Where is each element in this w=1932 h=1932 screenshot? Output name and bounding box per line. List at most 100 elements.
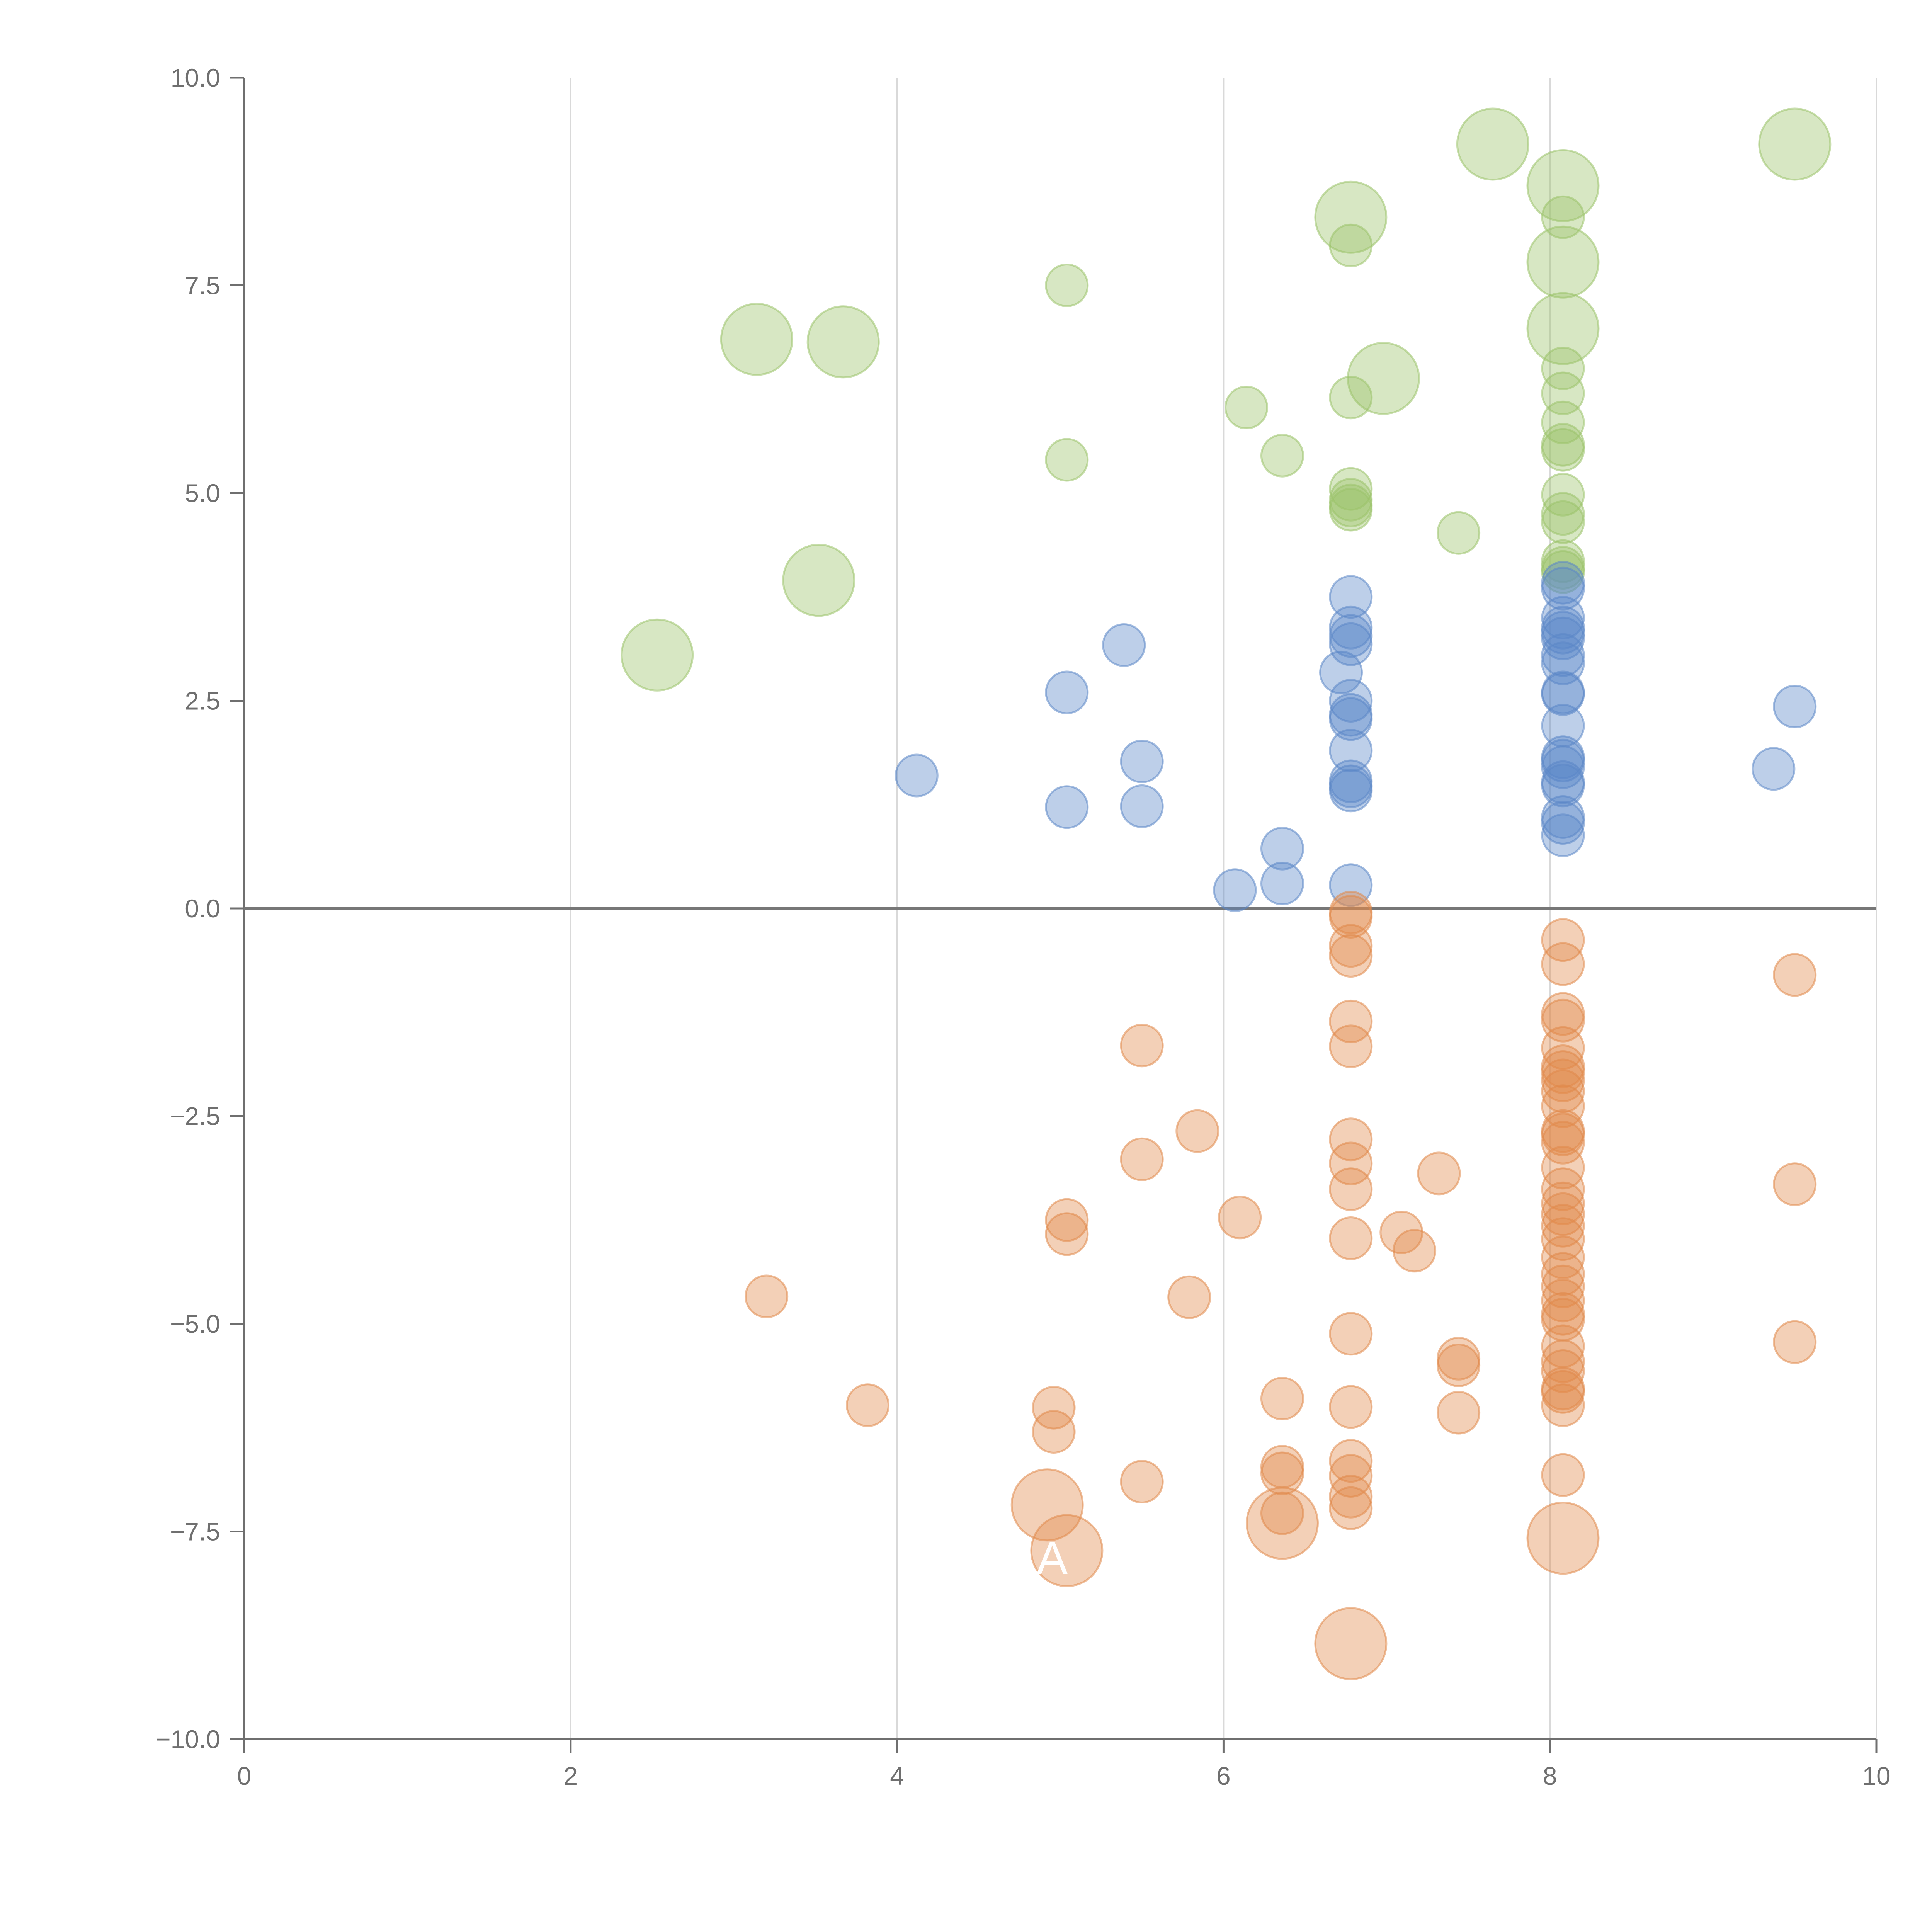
data-point-orange [1329,1167,1373,1211]
data-point-blue [1260,827,1304,871]
data-point-orange [1541,1204,1585,1248]
data-point-orange [1393,1229,1437,1273]
data-point-orange [1045,1198,1089,1242]
data-point-blue [1541,813,1585,857]
data-point-orange [1541,1264,1585,1308]
data-point-orange [1541,1279,1585,1323]
data-point-orange [1329,1439,1373,1483]
data-point-blue [1120,784,1164,828]
data-point-orange [1417,1151,1461,1196]
data-point-blue [1541,616,1585,660]
data-point-orange [1541,918,1585,962]
data-point-orange [1030,1514,1104,1587]
annotations: A [1037,1532,1068,1584]
data-point-blue [1329,863,1373,907]
data-point-green [1225,386,1269,430]
data-point-orange [1329,1312,1373,1356]
data-point-orange [1541,1217,1585,1261]
data-point-green [1045,438,1089,482]
data-point-green [1526,225,1600,299]
x-tick-label: 6 [1216,1762,1231,1790]
data-point-green [1329,376,1373,420]
data-point-orange [1045,1212,1089,1256]
data-point-green [1329,223,1373,267]
data-point-green [1758,107,1832,181]
data-point-orange [1329,1475,1373,1519]
data-point-orange [1010,1468,1084,1542]
data-point-orange [1541,998,1585,1043]
x-tick-label: 10 [1862,1762,1890,1790]
data-point-green [806,305,880,379]
data-point-orange [846,1383,890,1427]
data-point-blue [1329,697,1373,741]
data-point-orange [1329,1141,1373,1185]
data-point-orange [1329,1486,1373,1530]
data-point-orange [1541,1453,1585,1497]
data-point-green [1541,347,1585,390]
data-point-green [1541,550,1585,594]
y-tick-label: 5.0 [185,479,220,507]
data-point-blue [1541,801,1585,845]
data-point-orange [1260,1491,1304,1535]
data-point-orange [1437,1391,1481,1435]
data-point-green [1541,195,1585,239]
y-tick-label: 0.0 [185,894,220,923]
data-point-blue [1045,670,1089,714]
data-point-orange [1329,1024,1373,1068]
data-point-blue [1260,862,1304,905]
data-point-blue [1045,785,1089,829]
data-point-orange [745,1274,789,1318]
annotation-label: A [1037,1532,1068,1584]
data-point-orange [1314,1607,1388,1680]
data-point-orange [1541,1192,1585,1236]
data-point-orange [1541,1026,1585,1070]
data-point-green [1329,488,1373,532]
data-point-blue [1541,745,1585,789]
data-point-green [720,303,793,376]
data-point-orange [1773,953,1817,997]
x-tick-label: 4 [890,1762,904,1790]
data-point-orange [1526,1502,1600,1575]
data-point-blue [1329,729,1373,772]
data-point-orange [1260,1377,1304,1420]
data-point-orange [1541,1121,1585,1165]
data-point-orange [1175,1109,1219,1153]
data-point-blue [1213,868,1257,912]
data-point-orange [1329,1385,1373,1429]
x-tick-label: 2 [563,1762,578,1790]
data-point-orange [1379,1211,1423,1254]
data-point-orange [1167,1275,1211,1319]
data-point-green [1045,264,1089,307]
data-point-orange [1541,1058,1585,1102]
data-point-orange [1329,999,1373,1043]
data-point-blue [895,753,939,798]
data-point-orange [1329,1216,1373,1260]
data-point-orange [1541,1181,1585,1225]
data-point-blue [1541,764,1585,808]
data-point-green [1456,107,1529,181]
data-point-blue [1120,739,1164,783]
data-point-blue [1329,622,1373,666]
data-point-orange [1541,1383,1585,1427]
data-point-green [1526,292,1600,365]
data-point-orange [1541,1370,1585,1414]
data-point-orange [1541,1252,1585,1296]
data-point-green [1526,149,1600,222]
data-point-green [1541,473,1585,517]
data-point-orange [1218,1196,1262,1240]
data-point-green [1437,511,1481,555]
data-point-blue [1102,623,1146,667]
y-tick-label: 2.5 [185,687,220,715]
y-tick-label: 10.0 [171,63,220,92]
data-point-blue [1319,650,1363,694]
data-points [621,107,1832,1680]
data-point-green [1541,428,1585,472]
data-point-orange [1541,1167,1585,1211]
data-point-orange [1329,1117,1373,1162]
data-point-orange [1541,942,1585,986]
data-point-blue [1329,769,1373,813]
data-point-blue [1329,679,1373,723]
data-point-orange [1032,1410,1076,1454]
